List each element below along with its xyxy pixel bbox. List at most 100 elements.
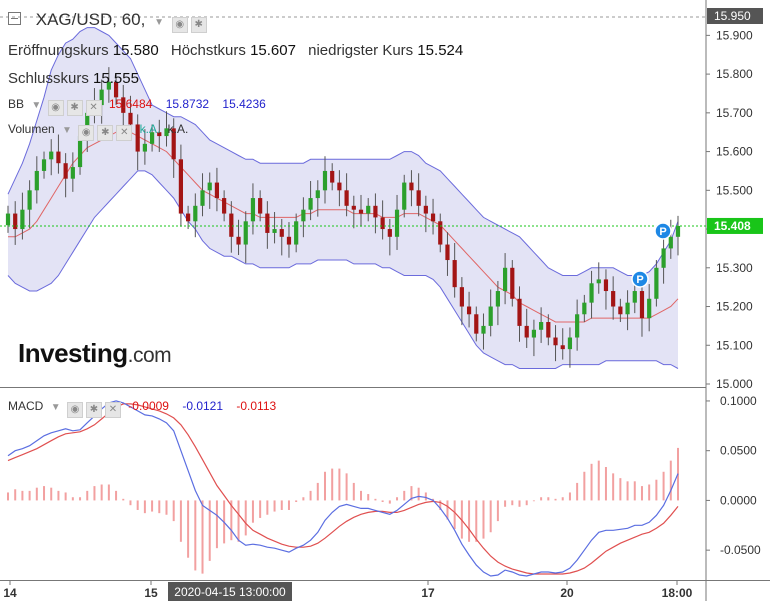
candle-body xyxy=(272,229,277,233)
macd-histogram-bar xyxy=(201,500,204,574)
candle-body xyxy=(632,291,637,303)
candle-body xyxy=(20,209,25,230)
macd-histogram-bar xyxy=(71,497,74,501)
macd-histogram-bar xyxy=(511,500,514,506)
candle-body xyxy=(438,221,443,245)
eye-icon[interactable]: ◉ xyxy=(171,17,188,33)
macd-histogram-bar xyxy=(504,500,507,507)
candle-body xyxy=(524,325,529,338)
macd-line-value: -0.0121 xyxy=(182,399,224,413)
macd-histogram-bar xyxy=(280,500,283,510)
macd-histogram-bar xyxy=(568,492,571,501)
ohlc-row-2: Schlusskurs 15.555 xyxy=(8,70,139,87)
candle-body xyxy=(34,170,39,191)
eye-icon[interactable]: ◉ xyxy=(47,100,64,116)
macd-histogram-bar xyxy=(525,500,528,506)
candle-body xyxy=(5,213,11,226)
macd-histogram-bar xyxy=(619,478,622,501)
macd-histogram-bar xyxy=(388,500,391,504)
macd-histogram-bar xyxy=(345,473,348,501)
candle-body xyxy=(430,213,436,222)
macd-histogram-bar xyxy=(273,500,276,512)
macd-histogram-bar xyxy=(172,500,175,522)
macd-histogram-bar xyxy=(14,489,17,501)
candle-body xyxy=(416,190,421,206)
time-tick-label: 20 xyxy=(560,586,574,600)
bb-name: BB xyxy=(8,97,25,111)
candle-body xyxy=(344,190,349,206)
ohlc-row-1: Eröffnungskurs 15.580 Höchstkurs 15.607 … xyxy=(8,42,463,59)
eye-icon[interactable]: ◉ xyxy=(78,125,95,141)
candle-body xyxy=(13,213,18,230)
candle-body xyxy=(214,182,220,199)
macd-histogram-bar xyxy=(21,490,24,501)
macd-histogram-bar xyxy=(583,471,586,501)
candle-body xyxy=(387,229,392,237)
macd-histogram-bar xyxy=(475,500,478,542)
eye-icon[interactable]: ◉ xyxy=(66,402,83,418)
macd-legend: MACD ▼ ◉ ✱ ✕ -0.0009 -0.0121 -0.0113 xyxy=(8,399,276,418)
candle-body xyxy=(330,170,335,183)
candle-body xyxy=(121,97,126,113)
macd-histogram-bar xyxy=(266,500,269,515)
macd-histogram-bar xyxy=(496,500,499,522)
collapse-icon[interactable] xyxy=(8,12,21,25)
open-value: 15.580 xyxy=(112,42,159,59)
macd-histogram-bar xyxy=(648,484,651,501)
candle-body xyxy=(286,236,292,245)
order-markers[interactable]: PP xyxy=(631,222,672,288)
candle-body xyxy=(77,136,83,168)
price-tick-label: 15.200 xyxy=(716,300,753,314)
close-value: 15.555 xyxy=(93,70,139,87)
candle-body xyxy=(49,151,54,160)
time-tick-label: 14 xyxy=(3,586,17,600)
macd-histogram-bar xyxy=(302,497,305,501)
macd-histogram-bar xyxy=(86,490,89,501)
macd-histogram-bar xyxy=(396,497,399,501)
macd-tick-label: 0.0500 xyxy=(720,444,757,458)
macd-histogram-bar xyxy=(129,500,132,506)
gear-icon[interactable]: ✱ xyxy=(97,125,114,141)
gear-icon[interactable]: ✱ xyxy=(85,402,102,418)
macd-histogram-bar xyxy=(143,500,146,514)
chevron-down-icon[interactable]: ▼ xyxy=(62,125,72,136)
macd-histogram-bar xyxy=(244,500,247,536)
chevron-down-icon[interactable]: ▼ xyxy=(50,402,61,413)
crosshair-time-text: 2020-04-15 13:00:00 xyxy=(174,585,286,599)
candle-body xyxy=(200,190,205,206)
close-icon[interactable]: ✕ xyxy=(104,402,121,418)
chevron-down-icon[interactable]: ▼ xyxy=(154,17,164,28)
candle-body xyxy=(70,167,75,179)
gear-icon[interactable]: ✱ xyxy=(190,17,207,33)
candle-body xyxy=(186,213,191,222)
candle-body xyxy=(668,236,673,249)
macd-histogram-bar xyxy=(43,486,46,501)
macd-histogram-bar xyxy=(367,494,370,501)
macd-histogram-bar xyxy=(331,468,334,501)
chevron-down-icon[interactable]: ▼ xyxy=(31,100,42,111)
candle-body xyxy=(99,89,104,106)
close-icon[interactable]: ✕ xyxy=(116,125,133,141)
macd-histogram-bar xyxy=(57,490,60,501)
macd-histogram-bar xyxy=(432,498,435,501)
candle-body xyxy=(539,322,544,330)
close-icon[interactable]: ✕ xyxy=(85,100,102,116)
macd-histogram-bar xyxy=(208,500,211,561)
order-marker-circle xyxy=(631,270,649,288)
volume-value-2: k.A. xyxy=(167,122,189,136)
candle-body xyxy=(56,151,61,164)
macd-histogram-bar xyxy=(554,498,557,501)
candle-body xyxy=(337,182,342,191)
macd-name: MACD xyxy=(8,399,44,413)
gear-icon[interactable]: ✱ xyxy=(66,100,83,116)
bb-upper-line xyxy=(7,27,679,276)
candle-body xyxy=(560,345,565,350)
candle-body xyxy=(193,205,198,222)
candle-body xyxy=(481,325,486,334)
macd-histogram-bar xyxy=(338,468,341,501)
candle-body xyxy=(596,279,601,284)
investing-logo: Investing.com xyxy=(18,338,172,369)
macd-histogram-bar xyxy=(417,487,420,501)
macd-histogram-bar xyxy=(662,471,665,501)
